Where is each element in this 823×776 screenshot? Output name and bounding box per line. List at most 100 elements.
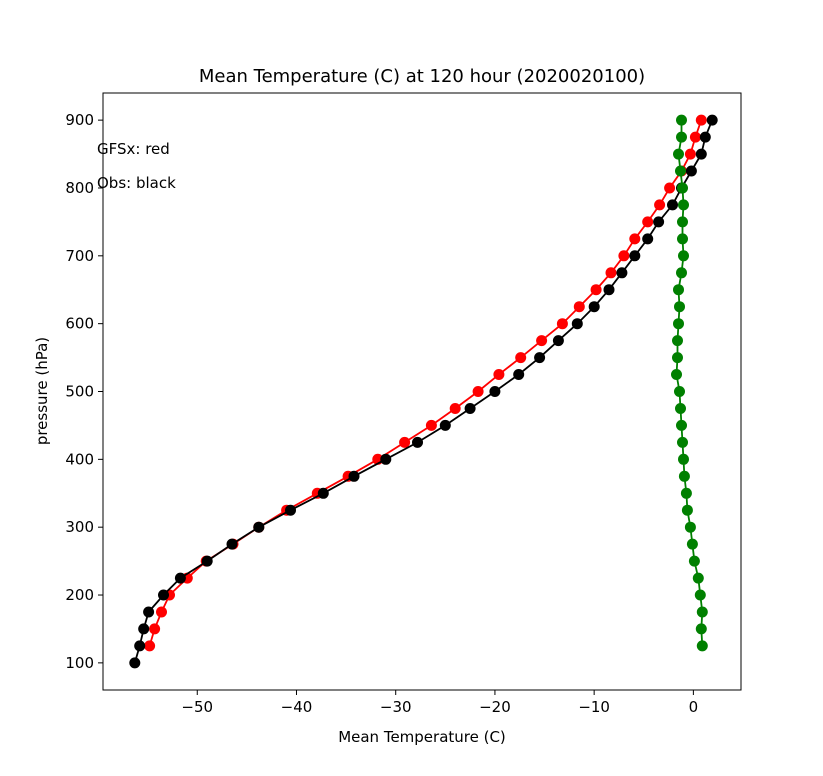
data-point [439,419,451,431]
data-point [664,182,676,194]
data-point [677,436,688,448]
data-point [672,352,683,364]
series-2 [671,114,708,652]
x-axis-label: Mean Temperature (C) [338,728,506,746]
data-point [677,182,688,194]
data-point [144,640,156,652]
data-point [156,606,167,618]
data-point [696,606,708,618]
x-tick-label: −50 [181,698,213,716]
data-point [692,572,704,584]
data-point [556,318,568,330]
x-tick-label: −30 [380,698,412,716]
y-tick-label: 500 [65,383,94,401]
data-point [143,606,155,618]
data-point [134,640,146,652]
data-point [590,284,602,296]
data-point [472,386,484,397]
data-point [629,250,641,262]
y-tick-label: 600 [65,315,94,333]
data-point [399,436,411,448]
data-point [571,318,583,330]
series-line [675,120,704,646]
data-point [464,403,476,414]
data-point [676,419,687,431]
data-point [671,369,682,380]
data-point [618,250,630,262]
data-point [573,301,585,313]
x-tick-label: −20 [479,698,511,716]
series-line [148,119,703,647]
data-point [348,470,360,482]
data-point [629,233,641,245]
data-point [138,623,150,635]
y-axis-label: pressure (hPa) [33,337,51,445]
data-point [678,470,690,482]
data-point [253,521,265,533]
data-point [678,199,689,211]
data-point [695,114,707,126]
data-point [674,386,685,397]
y-axis: 100 200 300 400 500 600 700 800 900 [65,111,103,672]
data-point [695,148,707,160]
data-point [684,148,696,160]
data-point [317,487,329,499]
data-point [380,453,392,465]
data-point [449,403,461,414]
data-point [685,165,697,177]
data-point [694,589,706,601]
annotation-gfsx: GFSx: red [97,140,170,158]
y-tick-label: 400 [65,450,94,468]
data-point [158,589,169,601]
data-point [677,216,688,228]
data-point [689,131,701,143]
data-point [642,233,654,245]
data-point [673,318,684,330]
data-point [653,216,665,228]
data-point [149,623,161,635]
data-point [534,352,546,364]
data-point [686,538,698,550]
data-point [676,131,687,143]
data-point [552,335,564,347]
series-1 [129,114,718,669]
data-point [536,335,548,347]
data-point [675,165,686,177]
y-tick-label: 800 [65,179,94,197]
y-tick-label: 200 [65,586,94,604]
data-point [226,538,238,550]
series-line [133,119,714,664]
x-tick-label: 0 [689,698,699,716]
x-tick-label: −10 [578,698,610,716]
data-point [677,233,688,245]
data-point [676,267,687,279]
series-0 [144,114,707,652]
data-point [489,386,501,397]
data-point [672,335,683,347]
data-point [688,555,700,567]
data-point [616,267,628,279]
data-point [695,623,707,635]
chart-title: Mean Temperature (C) at 120 hour (202002… [199,66,645,87]
data-point [654,199,666,211]
data-point [667,199,678,211]
data-point [706,114,718,126]
plot-frame [102,92,742,691]
data-point [174,572,186,584]
data-point [680,487,692,499]
data-point [129,657,141,669]
data-point [699,131,711,143]
y-tick-label: 300 [65,518,94,536]
data-point [603,284,615,296]
data-point [675,403,686,414]
data-point [515,352,527,364]
data-point [285,504,296,516]
data-point [696,640,708,652]
data-point [642,216,654,228]
annotation-obs: Obs: black [97,174,176,192]
data-point [425,419,437,431]
data-point [201,555,213,567]
data-point [513,369,525,380]
data-point [493,369,505,380]
